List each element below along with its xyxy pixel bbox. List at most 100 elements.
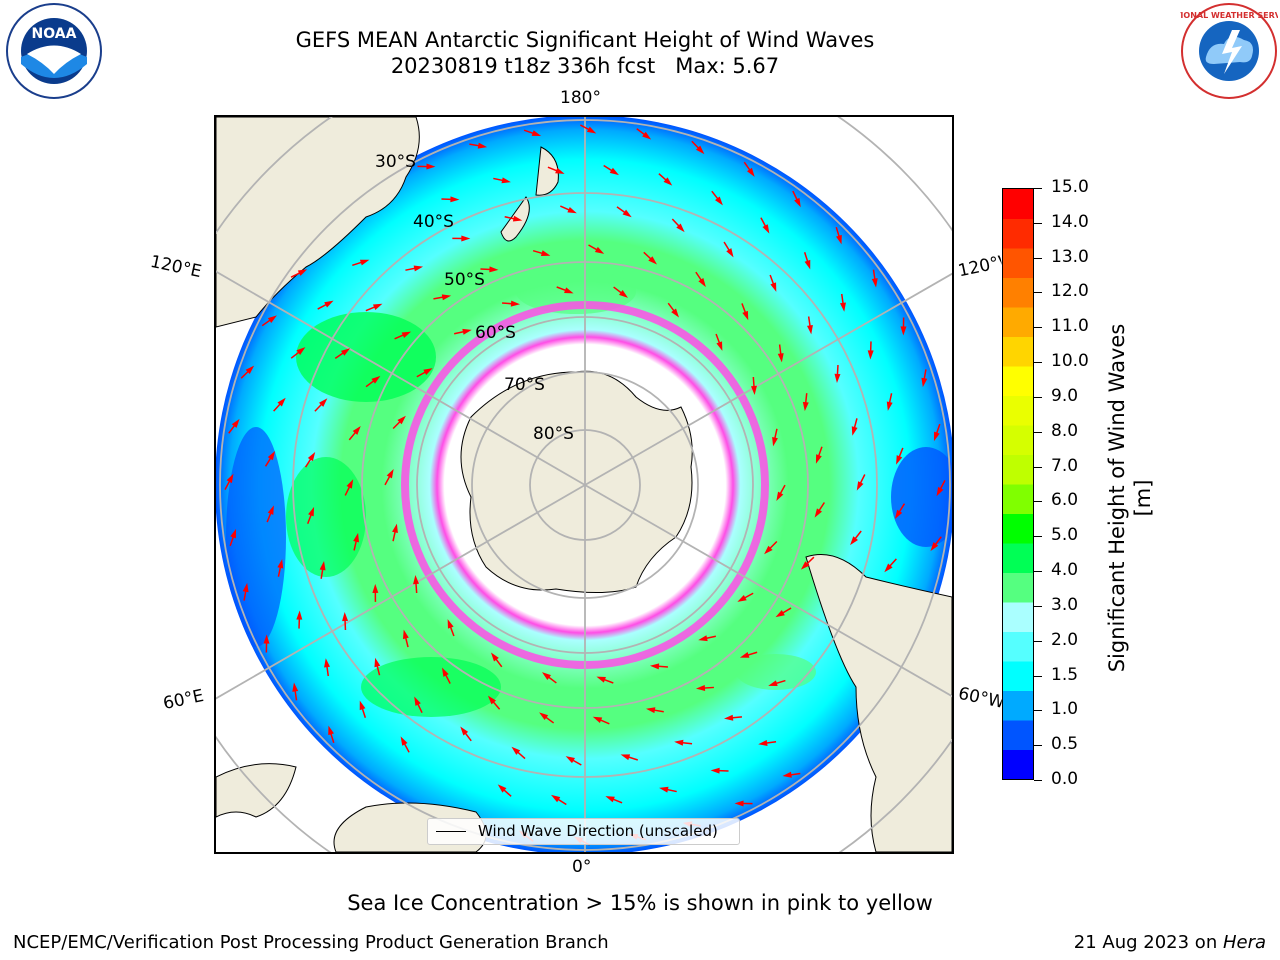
lon-label-upper-right: 120°W: [956, 252, 1004, 282]
colorbar-tick-label: 4.0: [1051, 560, 1079, 581]
wind-arrow-head: [762, 224, 770, 234]
wind-arrow-head: [802, 401, 809, 412]
wave-patch: [286, 457, 366, 577]
colorbar-tick-mark: [1034, 327, 1042, 329]
lon-label-bottom: 0°: [572, 857, 592, 877]
longitude-lines: [216, 117, 952, 852]
wind-arrow-head: [747, 167, 755, 177]
map-subtitle: 20230819 t18z 336h fcst Max: 5.67: [390, 54, 780, 78]
wind-arrow-head: [726, 248, 734, 258]
wind-arrow-head: [695, 685, 706, 692]
wind-arrow-head: [413, 265, 424, 272]
colorbar-tick-mark: [1034, 571, 1042, 573]
wind-arrow-head: [739, 652, 750, 658]
lat-label-30s: 30°S: [375, 152, 416, 172]
wind-arrow-head: [242, 582, 249, 593]
wind-arrow-head: [750, 385, 757, 395]
colorbar-tick-mark: [1034, 431, 1042, 433]
nws-logo: NATIONAL WEATHER SERVICE: [1163, 2, 1280, 100]
wind-arrow-head: [714, 196, 723, 206]
wind-arrow-head: [319, 561, 326, 571]
colorbar-tick-mark: [1034, 675, 1042, 677]
wind-arrow-head: [900, 326, 907, 336]
colorbar-tick-label: 15.0: [1051, 177, 1089, 197]
lon-label-lower-left: 60°E: [161, 685, 206, 715]
wind-arrow-head: [622, 209, 632, 218]
south-america-land: [805, 554, 952, 852]
svg-text:NATIONAL WEATHER SERVICE: NATIONAL WEATHER SERVICE: [1180, 11, 1278, 20]
wind-arrow-head: [447, 619, 454, 629]
wind-arrow-head: [698, 635, 708, 642]
colorbar-bin: [1003, 543, 1033, 573]
legend-label: Wind Wave Direction (unscaled): [478, 822, 718, 840]
map-title: GEFS MEAN Antarctic Significant Height o…: [295, 28, 875, 52]
colorbar-tick-mark: [1034, 292, 1042, 294]
wind-arrow-head: [775, 610, 785, 618]
wind-arrow-head: [592, 716, 603, 724]
wind-arrow-head: [328, 725, 334, 736]
wind-arrow-head: [441, 294, 452, 301]
wave-patch: [296, 312, 436, 402]
wind-arrow-head: [564, 287, 574, 294]
wind-arrow-head: [230, 528, 237, 539]
colorbar-bin: [1003, 336, 1033, 367]
wind-arrow-head: [231, 418, 240, 428]
wind-arrow-head: [921, 377, 928, 388]
colorbar-bin: [1003, 189, 1033, 219]
colorbar-bin: [1003, 720, 1033, 750]
wind-arrow-head: [768, 680, 778, 687]
wave-patch: [891, 447, 952, 547]
colorbar-bin: [1003, 425, 1033, 455]
colorbar-tick-label: 7.0: [1051, 455, 1079, 476]
wind-arrow-head: [565, 756, 575, 764]
wind-arrow-head: [671, 308, 680, 318]
wind-arrow-head: [737, 594, 747, 602]
wind-arrow-head: [619, 290, 629, 298]
colorbar-bin: [1003, 749, 1033, 780]
wind-arrow-head: [477, 142, 488, 149]
colorbar-bin: [1003, 484, 1033, 514]
wind-arrow-head: [794, 197, 801, 208]
wind-arrow-head: [307, 451, 316, 462]
wind-arrow-head: [804, 259, 811, 270]
lon-label-top: 180°: [560, 88, 601, 108]
wind-arrow-head: [386, 469, 394, 479]
wind-arrow-head: [297, 269, 308, 276]
colorbar-bin: [1003, 277, 1033, 308]
wind-arrow-head: [649, 663, 660, 670]
wind-arrow-head: [296, 347, 306, 356]
colorbar-tick-label: 6.0: [1051, 490, 1079, 511]
colorbar-tick-mark: [1034, 501, 1042, 503]
wind-arrow-head: [263, 634, 270, 644]
wind-arrow-head: [497, 784, 507, 793]
wind-arrow-head: [541, 672, 551, 680]
wind-arrow-head: [764, 545, 773, 555]
wind-arrow-head: [814, 508, 823, 518]
wind-arrow-head: [245, 365, 255, 375]
wind-arrow-head: [397, 415, 406, 425]
colorbar-tick-mark: [1034, 780, 1042, 781]
noaa-logo: NOAA: [5, 2, 103, 100]
wind-arrow-head: [296, 610, 303, 620]
wind-arrow-head: [414, 696, 421, 706]
wind-arrow-head: [871, 278, 878, 288]
wind-arrow-head: [531, 130, 542, 137]
wind-arrow-head: [267, 315, 277, 323]
wave-patch: [736, 654, 816, 690]
wind-arrow-head: [567, 206, 577, 214]
wind-arrow-head: [886, 401, 893, 411]
wind-arrow-head: [501, 177, 511, 184]
colorbar-bin: [1003, 602, 1033, 632]
wind-arrow-head: [490, 652, 499, 662]
wind-arrow-head: [609, 167, 619, 176]
wind-arrow-head: [267, 451, 276, 461]
colorbar-swatches: [1003, 189, 1033, 780]
wind-arrow-head: [663, 177, 673, 186]
colorbar-tick-mark: [1034, 466, 1042, 468]
producer-credit: NCEP/EMC/Verification Post Processing Pr…: [13, 932, 609, 953]
wind-arrow-head: [734, 800, 744, 807]
wind-arrow-head: [836, 234, 842, 245]
wind-arrow-head: [462, 328, 472, 335]
wind-arrow-head: [487, 695, 497, 705]
lon-label-lower-right: 60°W: [956, 683, 1004, 713]
